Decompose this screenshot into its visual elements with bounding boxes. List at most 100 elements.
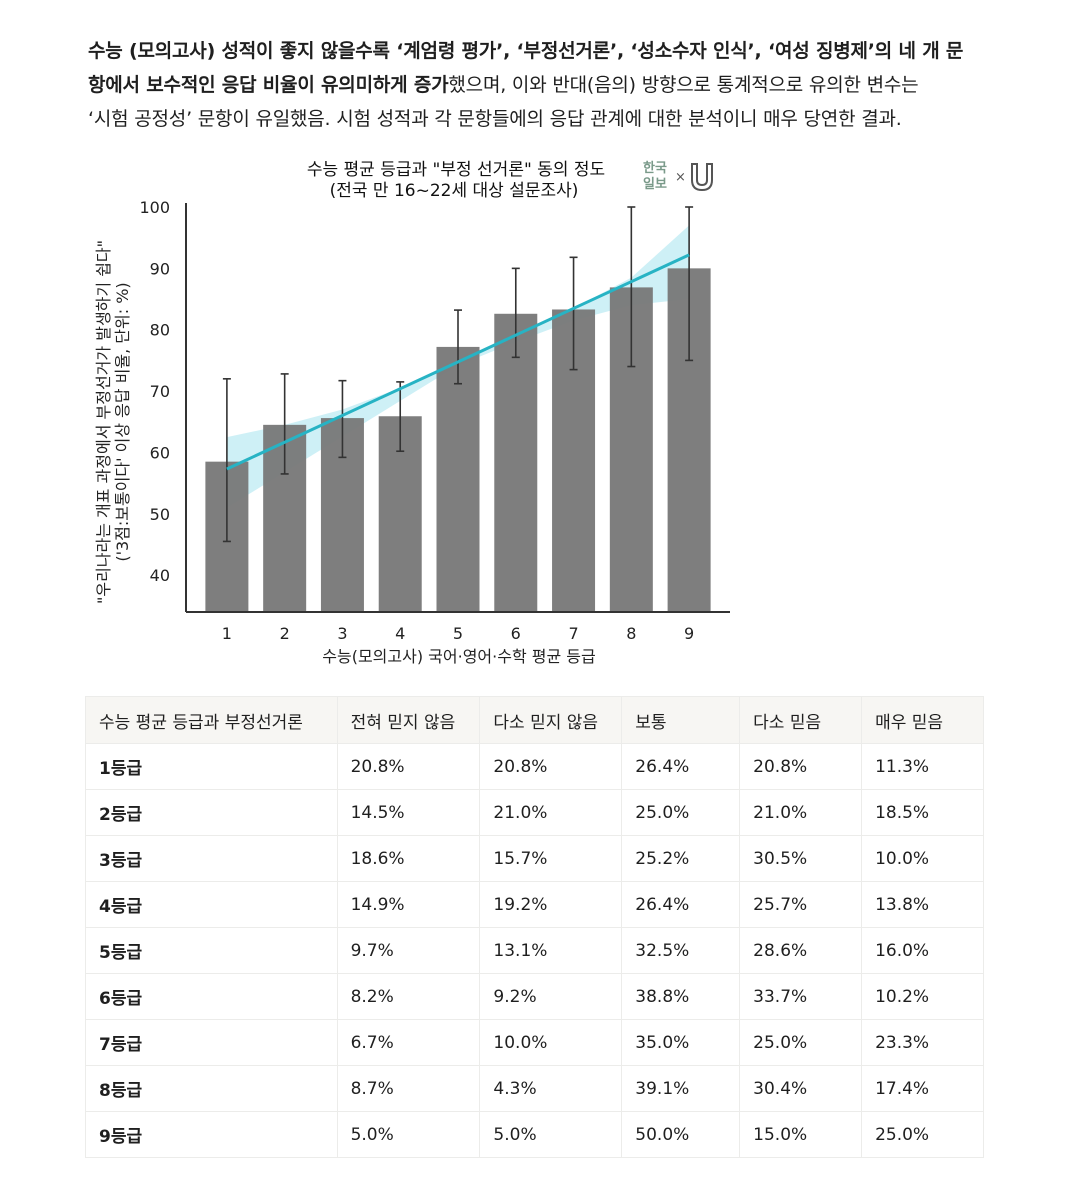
table-cell: 15.0% — [739, 1111, 863, 1158]
paragraph-line-2-segment-1: 했으며, 이와 반대(음의) 방향으로 통계적으로 유의한 변수는 — [448, 74, 919, 96]
table-cell: 26.4% — [621, 743, 741, 790]
table-row-label: 9등급 — [85, 1111, 338, 1158]
logo-text-1: 한국 — [643, 160, 667, 176]
error-bar-grade-2 — [280, 373, 289, 475]
table-cell: 32.5% — [621, 927, 741, 974]
table-header-cell-5: 매우 믿음 — [861, 696, 984, 744]
error-bar-grade-9 — [685, 206, 694, 362]
table-cell: 16.0% — [861, 927, 984, 974]
table-cell: 13.8% — [861, 881, 984, 928]
y-axis-label-line2: ('3점:보통이다' 이상 응답 비율, 단위: %) — [113, 282, 132, 561]
table-cell: 18.5% — [861, 789, 984, 836]
y-tick-label-100: 100 — [139, 198, 170, 217]
x-tick-label-4: 4 — [395, 624, 405, 643]
error-bar-grade-3 — [338, 379, 347, 459]
table-cell: 35.0% — [621, 1019, 741, 1066]
table-cell: 10.0% — [479, 1019, 623, 1066]
table-cell: 25.7% — [739, 881, 863, 928]
paragraph-line-2: 항에서 보수적인 응답 비율이 유의미하게 증가했으며, 이와 반대(음의) 방… — [88, 68, 1018, 102]
table-cell: 28.6% — [739, 927, 863, 974]
chart-text-layer: 수능 평균 등급과 "부정 선거론" 동의 정도 (전국 만 16~22세 대상… — [94, 160, 713, 666]
paragraph-line-2-segment-0: 항에서 보수적인 응답 비율이 유의미하게 증가 — [88, 74, 449, 96]
y-tick-label-50: 50 — [150, 505, 170, 524]
x-tick-label-9: 9 — [684, 624, 694, 643]
table-cell: 14.9% — [336, 881, 481, 928]
grade-response-table: 수능 평균 등급과 부정선거론 전혀 믿지 않음 다소 믿지 않음 보통 다소 믿음 매우… — [85, 696, 984, 1158]
grade-vs-election-fraud-chart: 40 50 60 70 80 90 100 1 2 3 4 5 6 7 8 9 수능 평균 등급과 "부정 선… — [94, 160, 730, 666]
table-row: 8등급 8.7% 4.3% 39.1% 30.4% 17.4% — [85, 1065, 984, 1112]
y-tick-label-60: 60 — [150, 443, 170, 462]
error-bar-grade-8 — [627, 206, 636, 368]
table-row: 6등급 8.2% 9.2% 38.8% 33.7% 10.2% — [85, 973, 984, 1020]
table-row: 2등급 14.5% 21.0% 25.0% 21.0% 18.5% — [85, 789, 984, 836]
error-bar-grade-1 — [222, 378, 231, 543]
table-cell: 39.1% — [621, 1065, 741, 1112]
table-cell: 11.3% — [861, 743, 984, 790]
table-cell: 26.4% — [621, 881, 741, 928]
x-tick-label-7: 7 — [568, 624, 578, 643]
logo-text-2: 일보 — [643, 177, 667, 192]
table-body: 1등급 20.8% 20.8% 26.4% 20.8% 11.3% 2등급 14.5% 21.0… — [85, 743, 984, 1158]
table-cell: 17.4% — [861, 1065, 984, 1112]
bar-grade-6 — [494, 313, 538, 612]
table-row-label: 4등급 — [85, 881, 338, 928]
axis-layer: 40 50 60 70 80 90 100 1 2 3 4 5 6 7 8 9 — [139, 198, 730, 643]
table-cell: 6.7% — [336, 1019, 481, 1066]
paragraph-line-3: ‘시험 공정성’ 문항이 유일했음. 시험 성적과 각 문항들에의 응답 관계에… — [88, 102, 1018, 136]
x-tick-label-2: 2 — [280, 624, 290, 643]
table-cell: 25.0% — [621, 789, 741, 836]
table-cell: 20.8% — [739, 743, 863, 790]
table-cell: 23.3% — [861, 1019, 984, 1066]
table-cell: 21.0% — [479, 789, 623, 836]
y-tick-label-70: 70 — [150, 382, 170, 401]
table-header-cell-3: 보통 — [621, 696, 741, 744]
table-cell: 20.8% — [336, 743, 481, 790]
table-cell: 8.2% — [336, 973, 481, 1020]
table-cell: 19.2% — [479, 881, 623, 928]
table-row: 4등급 14.9% 19.2% 26.4% 25.7% 13.8% — [85, 881, 984, 928]
error-bar-layer — [222, 206, 694, 543]
table-cell: 38.8% — [621, 973, 741, 1020]
error-bar-grade-7 — [569, 256, 578, 371]
table-cell: 30.4% — [739, 1065, 863, 1112]
table-header-cell-1: 전혀 믿지 않음 — [336, 696, 481, 744]
x-tick-label-3: 3 — [337, 624, 347, 643]
table-row-label: 6등급 — [85, 973, 338, 1020]
table-cell: 33.7% — [739, 973, 863, 1020]
table-cell: 21.0% — [739, 789, 863, 836]
table-cell: 5.0% — [336, 1111, 481, 1158]
table-cell: 5.0% — [479, 1111, 623, 1158]
table-cell: 9.7% — [336, 927, 481, 974]
table-header-row: 수능 평균 등급과 부정선거론 전혀 믿지 않음 다소 믿지 않음 보통 다소 믿음 매우… — [85, 696, 984, 744]
y-tick-label-80: 80 — [150, 321, 170, 340]
table-row-label: 2등급 — [85, 789, 338, 836]
y-tick-label-90: 90 — [150, 259, 170, 278]
table-row-label: 7등급 — [85, 1019, 338, 1066]
table-row-label: 8등급 — [85, 1065, 338, 1112]
logo-times: × — [675, 170, 686, 185]
table-header-cell-0: 수능 평균 등급과 부정선거론 — [85, 696, 338, 744]
trend-line — [226, 253, 690, 471]
table-cell: 30.5% — [739, 835, 863, 882]
intro-paragraph: 수능 (모의고사) 성적이 좋지 않을수록 ‘계엄령 평가’, ‘부정선거론’,… — [88, 34, 1018, 136]
table-cell: 10.2% — [861, 973, 984, 1020]
x-tick-label-8: 8 — [626, 624, 636, 643]
table-cell: 25.0% — [861, 1111, 984, 1158]
table-row: 5등급 9.7% 13.1% 32.5% 28.6% 16.0% — [85, 927, 984, 974]
table-cell: 18.6% — [336, 835, 481, 882]
table-cell: 14.5% — [336, 789, 481, 836]
table-row-label: 3등급 — [85, 835, 338, 882]
table-cell: 10.0% — [861, 835, 984, 882]
paragraph-line-1: 수능 (모의고사) 성적이 좋지 않을수록 ‘계엄령 평가’, ‘부정선거론’,… — [88, 34, 1018, 68]
x-tick-label-1: 1 — [222, 624, 232, 643]
table-row: 1등급 20.8% 20.8% 26.4% 20.8% 11.3% — [85, 743, 984, 790]
error-bar-grade-5 — [454, 309, 462, 385]
table-cell: 25.2% — [621, 835, 741, 882]
magnet-logo-icon — [691, 163, 713, 192]
trend-line-layer — [226, 253, 690, 471]
table-cell: 25.0% — [739, 1019, 863, 1066]
x-axis-label: 수능(모의고사) 국어·영어·수학 평균 등급 — [322, 647, 595, 666]
bar-grade-5 — [436, 346, 480, 612]
table-row: 7등급 6.7% 10.0% 35.0% 25.0% 23.3% — [85, 1019, 984, 1066]
y-tick-label-40: 40 — [150, 566, 170, 585]
